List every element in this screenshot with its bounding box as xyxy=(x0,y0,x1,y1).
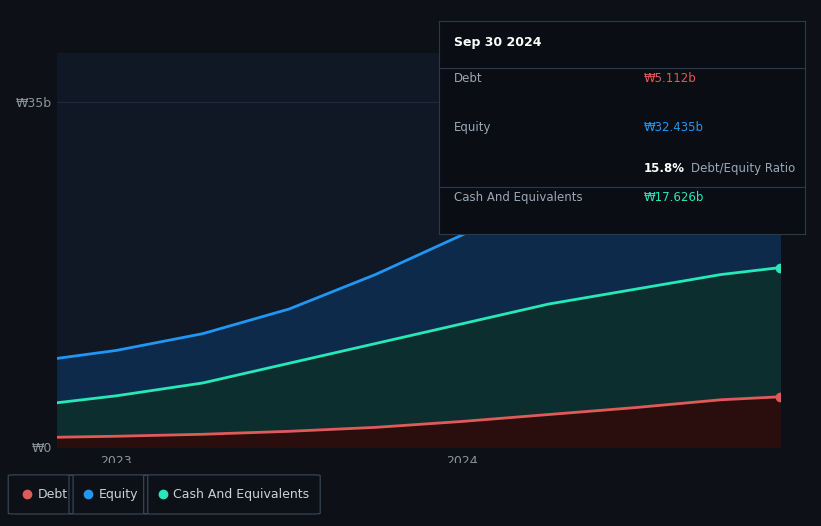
Text: Equity: Equity xyxy=(99,488,138,501)
Text: Cash And Equivalents: Cash And Equivalents xyxy=(454,191,582,205)
Text: 15.8%: 15.8% xyxy=(644,161,685,175)
Text: Debt/Equity Ratio: Debt/Equity Ratio xyxy=(691,161,796,175)
Text: ₩32.435b: ₩32.435b xyxy=(644,121,704,134)
Text: Cash And Equivalents: Cash And Equivalents xyxy=(173,488,310,501)
Text: Equity: Equity xyxy=(454,121,491,134)
Text: Debt: Debt xyxy=(38,488,68,501)
Text: Sep 30 2024: Sep 30 2024 xyxy=(454,36,541,49)
Text: Debt: Debt xyxy=(454,72,483,85)
Text: ₩17.626b: ₩17.626b xyxy=(644,191,704,205)
Text: ₩5.112b: ₩5.112b xyxy=(644,72,696,85)
